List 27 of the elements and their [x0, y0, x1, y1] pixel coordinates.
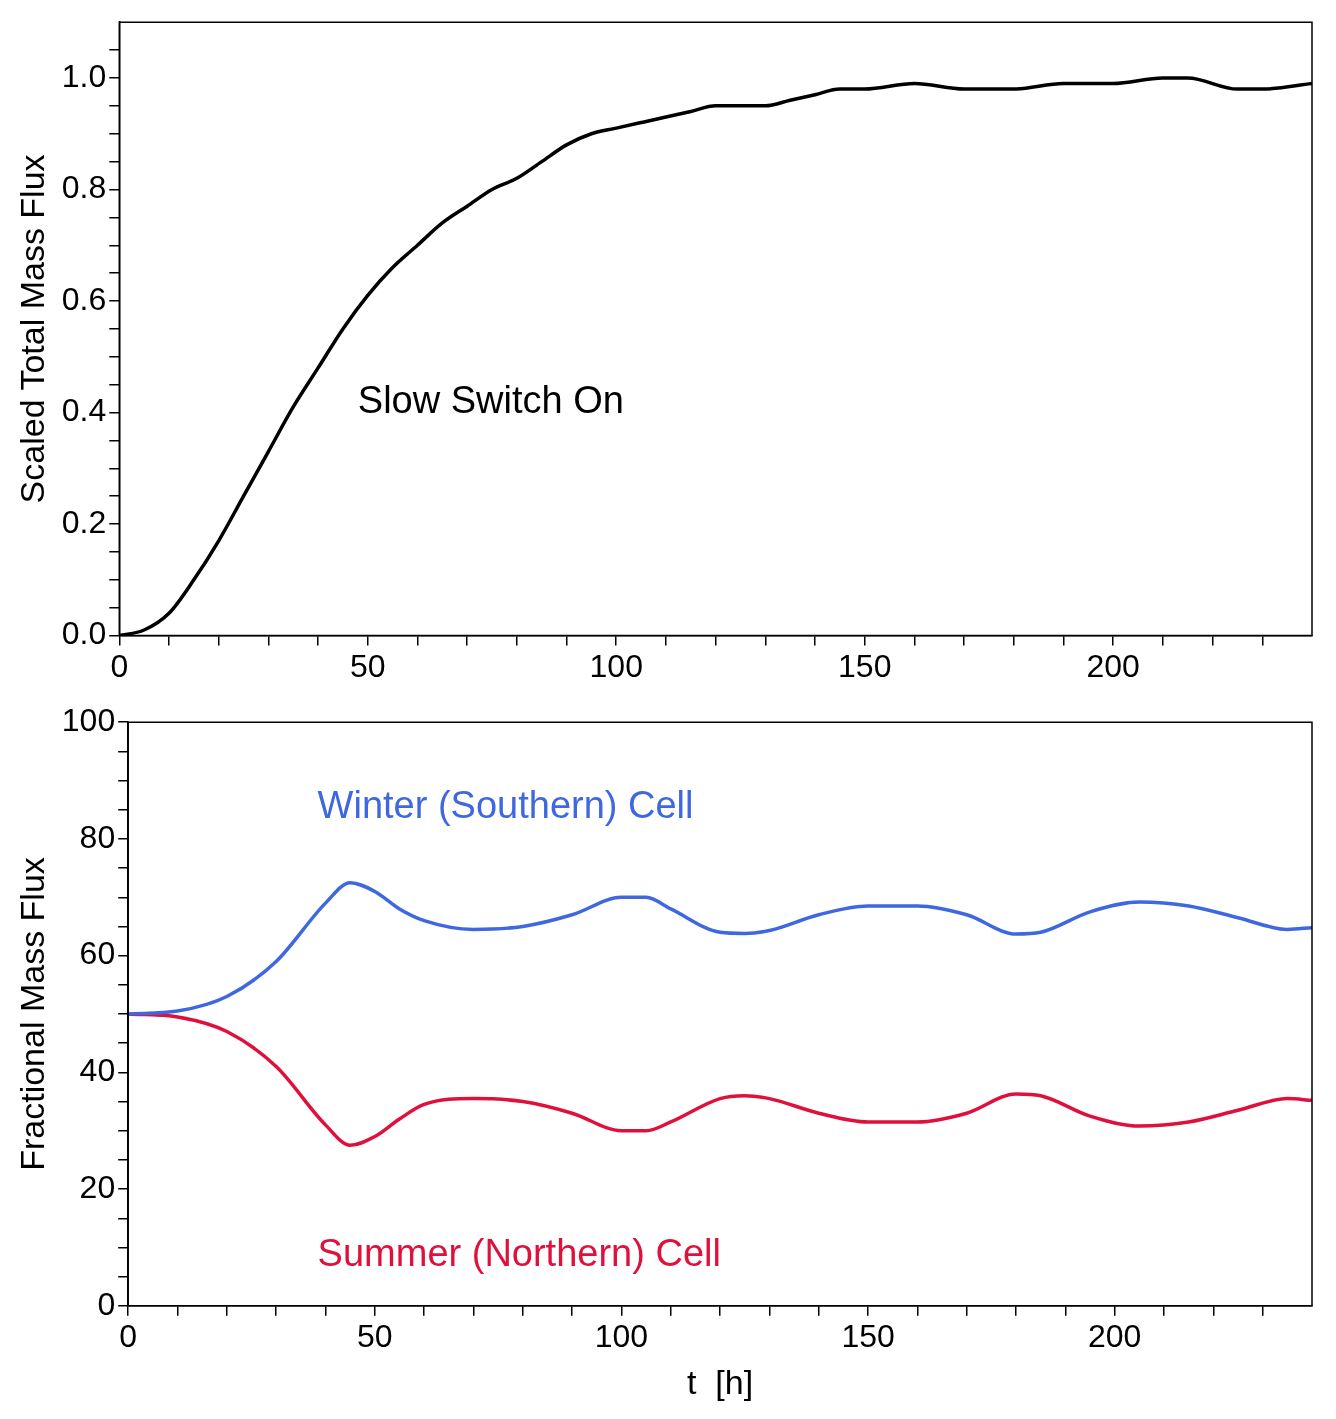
x-tick-label: 50: [349, 647, 386, 684]
text: Summer (Northern) Cell: [317, 1231, 721, 1274]
y-tick-label: 0.0: [61, 615, 107, 652]
y-tick-label: 0.6: [61, 280, 107, 317]
x-tick-label: 150: [838, 647, 892, 684]
y-tick-label: 20: [79, 1168, 116, 1205]
x-tick-label: 100: [589, 647, 643, 684]
y-axis-title: Scaled Total Mass Flux: [12, 154, 51, 504]
y-tick-label: 1.0: [61, 57, 107, 94]
line-series: [128, 880, 1312, 1016]
annotation: Slow Switch On: [357, 378, 624, 421]
x-tick-label: 200: [1088, 1317, 1142, 1354]
y-tick-label: 0.4: [61, 392, 107, 429]
x-tick-label: 50: [357, 1317, 393, 1354]
series-label: Winter (Southern) Cell: [317, 784, 694, 827]
x-tick-label: 100: [594, 1317, 649, 1354]
y-tick-label: 100: [61, 702, 116, 739]
y-axis-title: Fractional Mass Flux: [12, 857, 51, 1171]
y-tick-label: 40: [79, 1052, 116, 1089]
x-tick-label: 150: [841, 1317, 895, 1354]
x-axis-title: t [h]: [687, 1362, 754, 1401]
y-tick-label: 80: [79, 818, 116, 855]
y-tick-label: 60: [79, 935, 116, 972]
x-tick-label: 200: [1086, 647, 1140, 684]
y-tick-label: 0.8: [61, 169, 107, 206]
y-tick-label: 0.2: [61, 503, 107, 540]
y-tick-label: 0: [97, 1285, 116, 1322]
